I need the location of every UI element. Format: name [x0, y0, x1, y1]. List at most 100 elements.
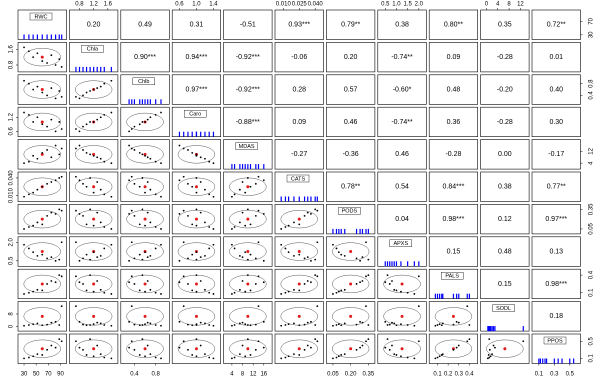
point — [262, 179, 265, 182]
center-dot — [143, 314, 147, 318]
correlation: 0.35 — [498, 22, 512, 29]
point — [238, 221, 241, 224]
point — [280, 243, 283, 246]
center-dot — [400, 347, 404, 351]
point — [182, 305, 185, 308]
point — [75, 275, 77, 278]
point — [257, 340, 260, 343]
center-dot — [400, 282, 404, 286]
panel — [17, 106, 67, 137]
point — [75, 209, 77, 212]
point — [417, 275, 420, 278]
point — [32, 355, 35, 358]
y-tick-label: 8 — [9, 312, 15, 316]
point — [46, 182, 49, 185]
point — [23, 243, 25, 246]
correlation: 0.28 — [292, 86, 306, 93]
label-box — [441, 272, 464, 280]
point — [284, 291, 287, 294]
label-box — [183, 109, 207, 118]
point — [149, 116, 152, 119]
point — [46, 214, 49, 217]
correlation: 0.98*** — [545, 281, 567, 288]
x-tick-label: 0.8 — [75, 2, 84, 8]
point — [361, 344, 364, 347]
panel — [274, 106, 324, 137]
ellipse — [23, 145, 61, 164]
point — [32, 323, 35, 326]
correlation: -0.92*** — [236, 86, 260, 93]
variable-name: Chlb — [138, 79, 149, 85]
point — [365, 340, 367, 343]
point — [133, 348, 136, 351]
point — [306, 280, 309, 282]
point — [249, 354, 252, 356]
point — [96, 280, 99, 282]
point — [92, 88, 95, 91]
point — [50, 118, 53, 121]
point — [182, 241, 185, 244]
point — [195, 355, 198, 358]
correlation: -0.28 — [497, 119, 513, 126]
center-dot — [143, 185, 147, 189]
point — [141, 274, 144, 277]
point — [246, 177, 249, 179]
point — [393, 353, 396, 355]
point — [128, 281, 131, 284]
point — [204, 322, 206, 325]
point — [78, 144, 81, 147]
point — [455, 320, 458, 323]
point — [160, 195, 162, 198]
point — [204, 221, 206, 224]
point — [103, 291, 106, 294]
point — [23, 293, 25, 295]
point — [187, 149, 189, 151]
ellipse — [74, 145, 113, 164]
point — [78, 130, 81, 133]
panel — [274, 268, 324, 300]
panel — [531, 268, 581, 300]
point — [355, 323, 358, 326]
point — [144, 355, 146, 358]
point — [78, 346, 81, 349]
point — [191, 151, 194, 154]
point — [359, 281, 361, 284]
point — [195, 338, 198, 341]
point — [27, 114, 30, 116]
point — [32, 121, 35, 123]
correlation: 0.38 — [498, 184, 512, 191]
point — [182, 175, 185, 178]
point — [335, 291, 338, 294]
point — [82, 94, 84, 97]
panel — [274, 74, 324, 105]
point — [54, 259, 57, 262]
panel — [69, 74, 119, 105]
panel — [480, 171, 530, 202]
point — [46, 283, 49, 285]
point — [178, 144, 181, 147]
point — [413, 357, 416, 360]
ellipse — [74, 307, 113, 326]
point — [306, 344, 309, 347]
point — [212, 195, 215, 198]
x-tick-label: 1.0 — [392, 2, 401, 8]
point — [75, 305, 77, 308]
correlation: 0.20 — [87, 22, 101, 29]
ellipse — [126, 242, 164, 261]
point — [149, 254, 152, 257]
panel — [531, 74, 581, 105]
point — [149, 157, 152, 160]
ellipse — [331, 307, 370, 326]
y-tick-label: 0.4 — [589, 270, 595, 279]
point — [82, 283, 84, 285]
point — [154, 226, 157, 228]
ellipse — [229, 210, 267, 229]
ellipse — [331, 339, 370, 358]
variable-name: PALS — [445, 273, 459, 279]
point — [440, 324, 443, 327]
y-tick-label: 0.6 — [9, 127, 15, 136]
point — [487, 354, 490, 356]
point — [85, 123, 88, 126]
point — [82, 348, 84, 351]
point — [82, 125, 84, 128]
